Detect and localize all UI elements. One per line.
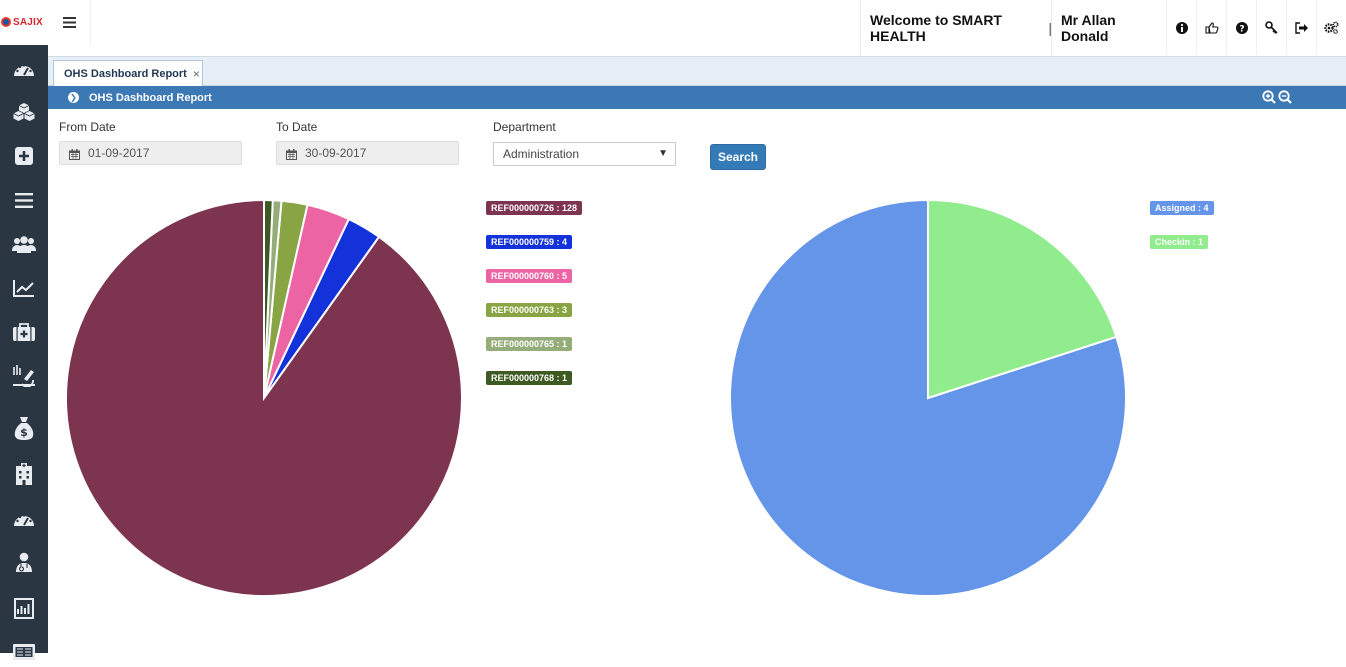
from-date-label: From Date: [59, 120, 116, 134]
sajix-logo: SAJIX: [0, 13, 48, 31]
to-date-label: To Date: [276, 120, 318, 134]
help-button[interactable]: ?: [1226, 0, 1256, 55]
settings-icon: [1324, 21, 1339, 34]
status-pie-chart: [729, 198, 1127, 597]
svg-text:?: ?: [1239, 24, 1244, 34]
tab-strip: OHS Dashboard Report ×: [48, 57, 1346, 87]
hospital-icon: [16, 463, 32, 485]
legend-item-ref000000768: REF000000768 : 1: [486, 371, 573, 385]
zoom-out-icon[interactable]: [1278, 90, 1292, 104]
settings-button[interactable]: [1316, 0, 1346, 55]
legend-item-assigned: Assigned : 4: [1150, 201, 1214, 215]
sidebar-item-laboratory[interactable]: [0, 361, 48, 391]
sidebar-item-dashboard-2[interactable]: [0, 504, 48, 534]
sidebar-item-reports[interactable]: [0, 593, 48, 623]
sidebar-item-dashboard[interactable]: [0, 54, 48, 84]
sidebar: $: [0, 45, 48, 660]
money-bag-icon: $: [14, 417, 34, 440]
sidebar-item-analytics[interactable]: [0, 273, 48, 303]
svg-text:$: $: [20, 426, 28, 439]
key-icon: [1265, 21, 1278, 34]
change-password-button[interactable]: [1256, 0, 1286, 55]
page-title: OHS Dashboard Report: [89, 91, 212, 104]
dashboard-icon: [14, 514, 34, 526]
user-md-icon: [16, 552, 32, 572]
sign-out-button[interactable]: [1286, 0, 1316, 55]
pie-slice-ref000000768[interactable]: [263, 198, 274, 399]
microscope-icon: [13, 365, 35, 387]
info-button[interactable]: [1166, 0, 1196, 55]
list-icon: [15, 192, 33, 208]
top-bar: SAJIX Welcome to SMART HEALTH | Mr Allan…: [0, 0, 1346, 57]
sidebar-item-doctor[interactable]: [0, 547, 48, 577]
chevron-right-icon[interactable]: ❯: [68, 92, 79, 103]
to-date-value: 30-09-2017: [305, 146, 367, 160]
sidebar-item-medical[interactable]: [0, 317, 48, 347]
panel-title-bar: ❯ OHS Dashboard Report: [48, 86, 1346, 109]
search-button[interactable]: Search: [710, 144, 766, 170]
menu-toggle-button[interactable]: [48, 0, 91, 45]
logo-text: SAJIX: [13, 16, 43, 28]
calendar-icon: [69, 149, 80, 160]
caret-down-icon: ▼: [658, 148, 668, 159]
department-label: Department: [493, 120, 556, 134]
department-select[interactable]: Administration ▼: [493, 142, 676, 166]
info-icon: [1175, 21, 1188, 34]
tab-ohs-dashboard-report[interactable]: OHS Dashboard Report ×: [53, 60, 203, 87]
sidebar-item-users[interactable]: [0, 229, 48, 259]
medkit-icon: [13, 323, 35, 341]
from-date-field[interactable]: 01-09-2017: [59, 141, 242, 165]
logo-mark-icon: [1, 17, 11, 27]
legend-item-ref000000726: REF000000726 : 128: [486, 201, 583, 215]
plus-square-icon: [15, 147, 33, 165]
hamburger-icon: [62, 17, 76, 28]
sidebar-item-inventory[interactable]: [0, 97, 48, 127]
zoom-in-icon[interactable]: [1262, 90, 1276, 104]
tab-label: OHS Dashboard Report: [64, 68, 187, 80]
legend-item-checkin: Checkin : 1: [1150, 235, 1209, 249]
user-name[interactable]: Mr Allan Donald: [1051, 0, 1167, 55]
tab-close-button[interactable]: ×: [192, 67, 200, 81]
newspaper-icon: [13, 644, 35, 660]
calendar-icon: [286, 149, 297, 160]
pie-slice-checkin[interactable]: [927, 198, 1118, 400]
referral-pie-chart: [65, 198, 463, 597]
sign-out-icon: [1294, 21, 1308, 34]
welcome-message: Welcome to SMART HEALTH |: [860, 0, 1052, 55]
help-icon: ?: [1235, 21, 1248, 34]
users-icon: [12, 235, 36, 253]
report-icon: [14, 597, 34, 619]
cubes-icon: [13, 103, 35, 121]
legend-item-ref000000763: REF000000763 : 3: [486, 303, 573, 317]
welcome-text: Welcome to SMART HEALTH: [870, 11, 1002, 44]
department-value: Administration: [503, 147, 580, 161]
sidebar-item-billing[interactable]: $: [0, 413, 48, 443]
sidebar-item-add[interactable]: [0, 141, 48, 171]
thumbs-up-icon: [1204, 21, 1218, 34]
from-date-value: 01-09-2017: [88, 146, 150, 160]
legend-item-ref000000760: REF000000760 : 5: [486, 269, 573, 283]
sidebar-item-news[interactable]: [0, 637, 48, 667]
legend-item-ref000000765: REF000000765 : 1: [486, 337, 573, 351]
line-chart-icon: [13, 280, 34, 297]
welcome-separator: |: [1048, 19, 1052, 36]
sidebar-item-hospital[interactable]: [0, 459, 48, 489]
legend-item-ref000000759: REF000000759 : 4: [486, 235, 573, 249]
sidebar-item-list[interactable]: [0, 185, 48, 215]
thumbs-up-button[interactable]: [1196, 0, 1226, 55]
dashboard-icon: [14, 64, 34, 76]
to-date-field[interactable]: 30-09-2017: [276, 141, 459, 165]
